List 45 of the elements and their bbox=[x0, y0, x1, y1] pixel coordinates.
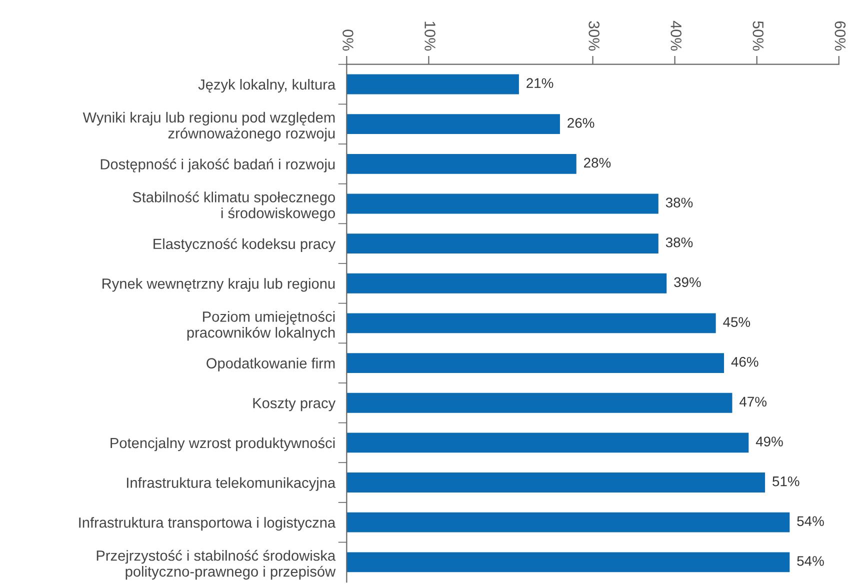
y-tick-label: Infrastruktura telekomunikacyjna bbox=[126, 477, 336, 491]
bar bbox=[346, 512, 790, 532]
x-tick-label: 50% bbox=[752, 21, 764, 51]
data-label: 26% bbox=[568, 118, 594, 128]
y-tick-label: Koszty pracy bbox=[253, 398, 336, 412]
y-tick-label: Wyniki kraju lub regionu pod względem zrównoważonego rozwoju bbox=[82, 112, 335, 142]
bar bbox=[346, 313, 716, 334]
bar bbox=[346, 392, 732, 413]
x-tick-label: 0% bbox=[342, 30, 354, 51]
data-label: 49% bbox=[756, 436, 783, 446]
data-label: 39% bbox=[674, 277, 701, 288]
bar bbox=[346, 472, 766, 492]
y-tick-label: Przejrzystość i stabilność środowiska polityczno-prawnego i przepisów bbox=[96, 550, 336, 580]
bar bbox=[346, 154, 576, 174]
bar bbox=[346, 234, 658, 254]
x-tick-label: 30% bbox=[588, 21, 600, 51]
x-tick-label: 40% bbox=[670, 20, 682, 51]
bar bbox=[346, 552, 790, 572]
data-label: 51% bbox=[772, 476, 800, 486]
data-label: 45% bbox=[723, 317, 750, 327]
bar bbox=[346, 74, 519, 94]
bar bbox=[346, 114, 560, 134]
x-tick-label: 60% bbox=[834, 21, 846, 51]
y-tick-label: Rynek wewnętrzny kraju lub regionu bbox=[102, 278, 335, 292]
bar bbox=[346, 194, 658, 214]
y-tick-label: Język lokalny, kultura bbox=[198, 78, 336, 93]
y-tick-label: Infrastruktura transportowa i logistyczna bbox=[79, 517, 336, 531]
data-label: 54% bbox=[797, 516, 824, 526]
data-label: 38% bbox=[666, 237, 693, 248]
bar bbox=[346, 353, 724, 373]
y-tick-label: Dostępność i jakość badań i rozwoju bbox=[100, 158, 335, 172]
data-label: 47% bbox=[740, 396, 766, 407]
y-tick-label: Stabilność klimatu społecznego i środowiskowego bbox=[132, 191, 335, 222]
y-tick-label: Opodatkowanie firm bbox=[206, 358, 335, 372]
y-tick-label: Elastyczność kodeksu pracy bbox=[154, 238, 336, 252]
y-tick-label: Potencjalny wzrost produktywności bbox=[110, 437, 335, 452]
data-label: 28% bbox=[584, 158, 611, 168]
x-tick-label: 10% bbox=[424, 22, 436, 51]
data-label: 38% bbox=[666, 198, 693, 208]
bar bbox=[346, 432, 749, 453]
data-label: 46% bbox=[731, 356, 758, 367]
y-tick-label: Poziom umiejętności pracowników lokalnych bbox=[187, 310, 335, 341]
bar bbox=[346, 273, 667, 294]
data-label: 54% bbox=[797, 556, 824, 566]
data-label: 21% bbox=[526, 78, 554, 88]
